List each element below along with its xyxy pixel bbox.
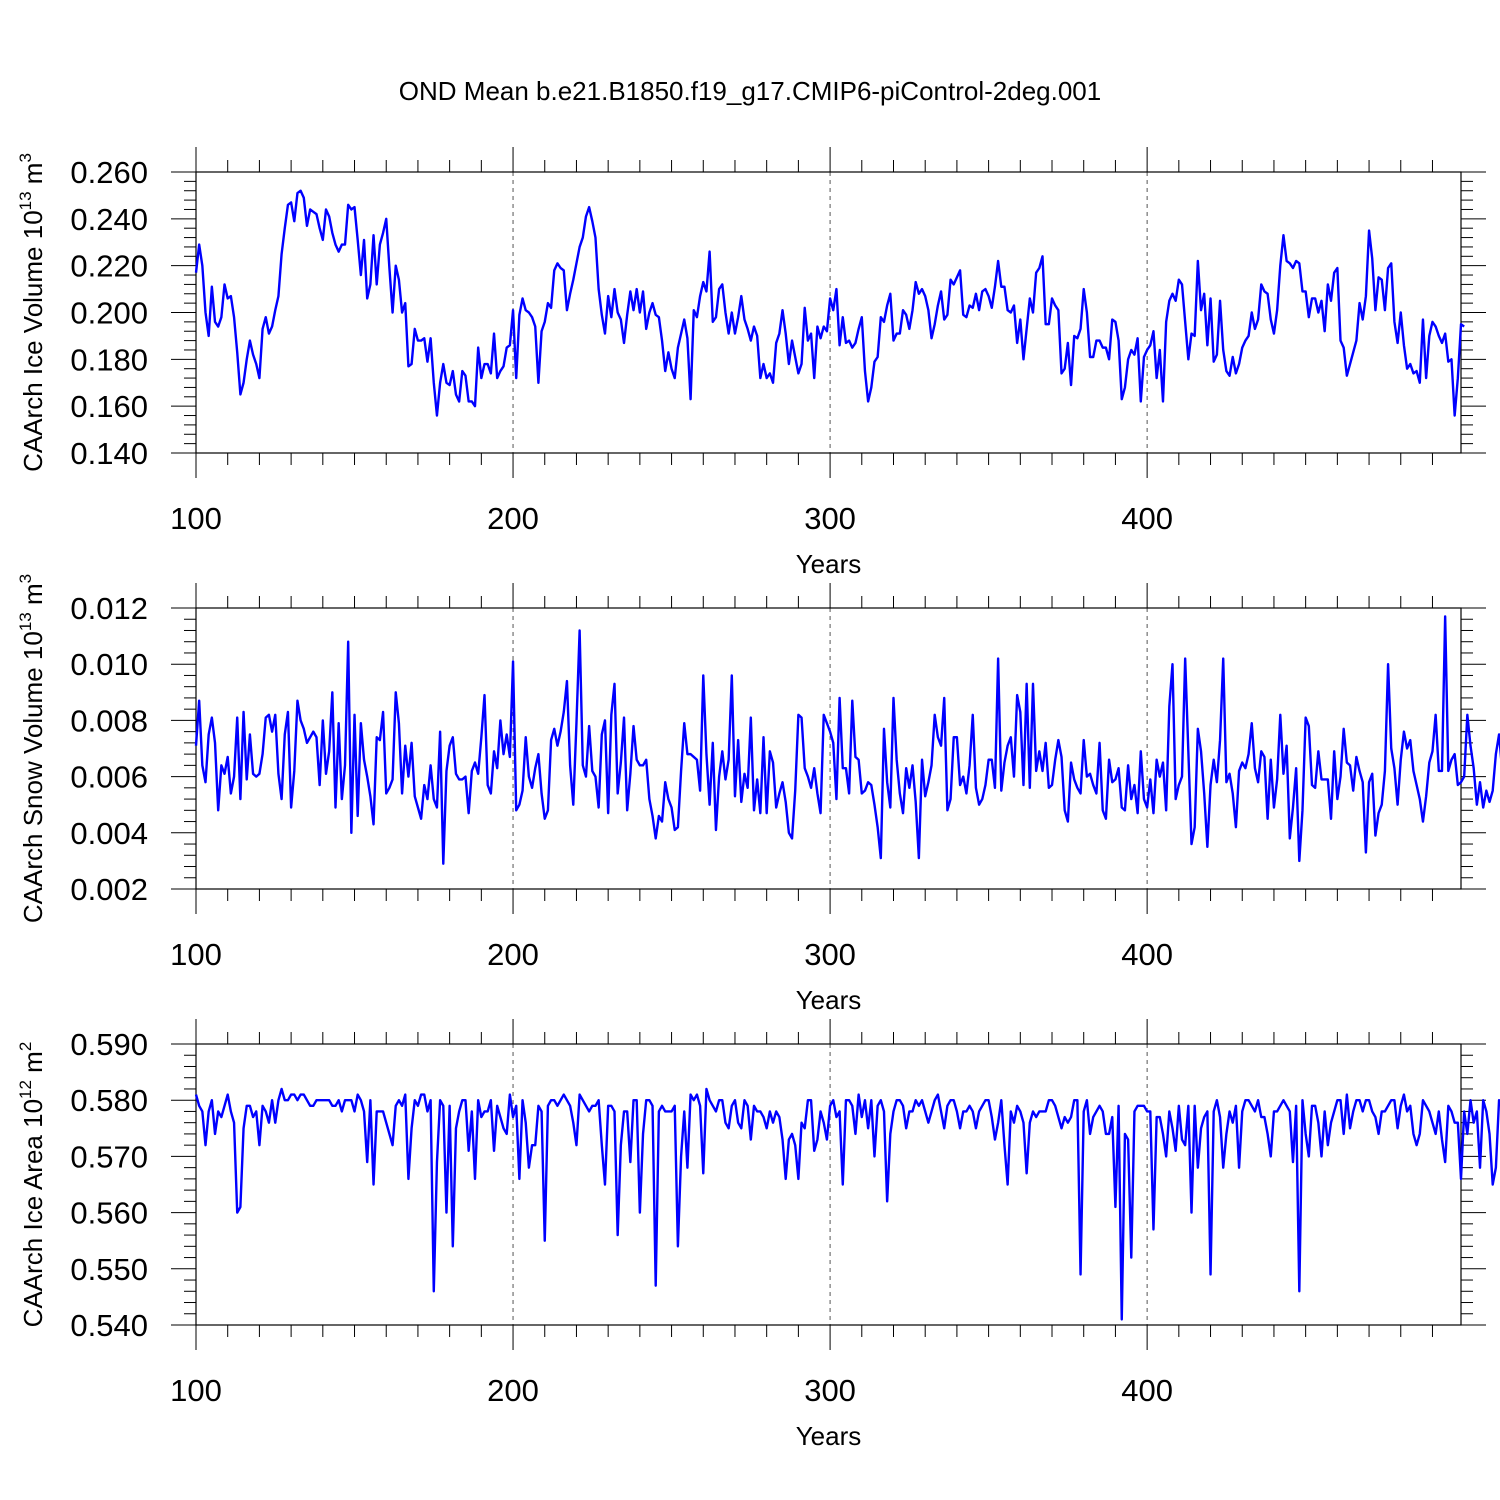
y-axis-label-part: m xyxy=(18,163,48,192)
y-axis-label-superscript: 13 xyxy=(16,191,35,210)
y-axis-label: CAArch Ice Area 1012 m2 xyxy=(16,1042,48,1328)
y-tick-label: 0.006 xyxy=(70,760,148,795)
y-axis-label-superscript: 3 xyxy=(16,574,35,583)
y-tick-label: 0.008 xyxy=(70,703,148,738)
x-tick-label: 100 xyxy=(170,937,222,972)
panel-1: 0.140 0.160 0.180 0.200 0.220 0.240 0.260 100 20… xyxy=(16,147,1486,579)
y-tick-label: 0.160 xyxy=(70,389,148,424)
y-axis-label: CAArch Snow Volume 1013 m3 xyxy=(16,574,48,923)
series-line xyxy=(194,615,1500,865)
x-axis-label: Years xyxy=(796,985,862,1015)
series-line xyxy=(194,189,1465,417)
y-tick-label: 0.004 xyxy=(70,816,148,851)
y-axis-label-part: m xyxy=(18,1051,48,1080)
y-axis-label-part: CAArch Ice Area 10 xyxy=(18,1099,48,1327)
x-tick-label: 100 xyxy=(170,501,222,536)
y-axis-label-superscript: 13 xyxy=(16,612,35,631)
y-tick-label: 0.240 xyxy=(70,202,148,237)
x-tick-label: 300 xyxy=(804,1373,856,1408)
y-axis-label: CAArch Ice Volume 1013 m3 xyxy=(16,153,48,472)
y-tick-label: 0.580 xyxy=(70,1083,148,1118)
y-tick-label: 0.180 xyxy=(70,342,148,377)
y-tick-label: 0.140 xyxy=(70,436,148,471)
x-tick-label: 100 xyxy=(170,1373,222,1408)
x-tick-label: 400 xyxy=(1121,937,1173,972)
y-tick-label: 0.200 xyxy=(70,296,148,331)
panel-2: 0.002 0.004 0.006 0.008 0.010 0.012 100 200 300 4… xyxy=(16,574,1500,1015)
x-axis-label: Years xyxy=(796,549,862,579)
series-line xyxy=(194,1087,1500,1321)
x-tick-label: 300 xyxy=(804,501,856,536)
y-axis-label-superscript: 2 xyxy=(16,1042,35,1051)
plot-frame xyxy=(195,1043,1462,1326)
y-tick-label: 0.260 xyxy=(70,155,148,190)
y-axis-label-superscript: 12 xyxy=(16,1080,35,1099)
y-tick-label: 0.590 xyxy=(70,1027,148,1062)
y-axis-label-part: m xyxy=(18,583,48,612)
chart-title: OND Mean b.e21.B1850.f19_g17.CMIP6-piCon… xyxy=(399,76,1101,106)
y-axis-label-part: CAArch Snow Volume 10 xyxy=(18,631,48,923)
x-axis-label: Years xyxy=(796,1421,862,1451)
y-tick-label: 0.012 xyxy=(70,591,148,626)
x-tick-label: 400 xyxy=(1121,501,1173,536)
y-axis-label-part: CAArch Ice Volume 10 xyxy=(18,210,48,472)
x-tick-label: 200 xyxy=(487,1373,539,1408)
panel-3: 0.540 0.550 0.560 0.570 0.580 0.590 100 200 300 4… xyxy=(16,1019,1500,1451)
y-tick-label: 0.220 xyxy=(70,249,148,284)
y-tick-label: 0.002 xyxy=(70,872,148,907)
x-tick-label: 300 xyxy=(804,937,856,972)
y-tick-label: 0.570 xyxy=(70,1139,148,1174)
y-axis-label-superscript: 3 xyxy=(16,153,35,162)
y-tick-label: 0.550 xyxy=(70,1252,148,1287)
y-tick-label: 0.540 xyxy=(70,1308,148,1343)
x-tick-label: 200 xyxy=(487,937,539,972)
y-tick-label: 0.010 xyxy=(70,647,148,682)
plot-frame xyxy=(195,607,1462,890)
y-tick-label: 0.560 xyxy=(70,1196,148,1231)
x-tick-label: 200 xyxy=(487,501,539,536)
x-tick-label: 400 xyxy=(1121,1373,1173,1408)
